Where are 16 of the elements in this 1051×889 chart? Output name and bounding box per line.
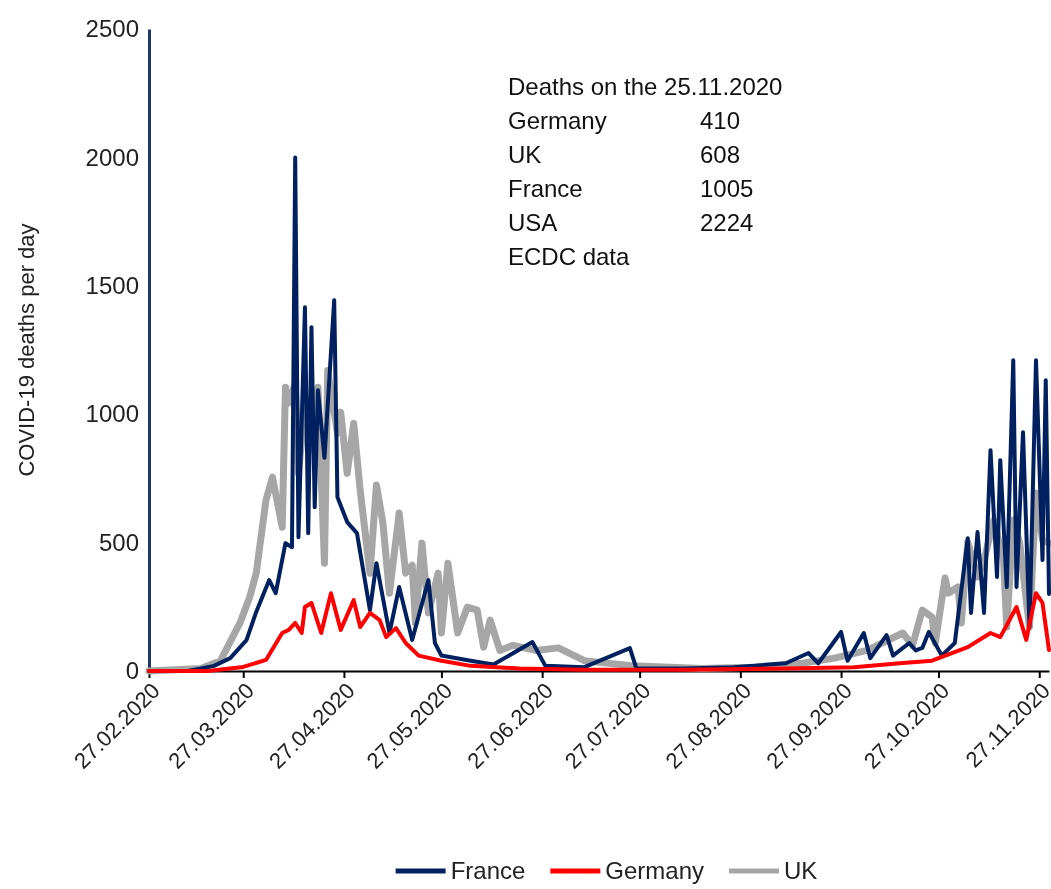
- legend-label: UK: [784, 857, 818, 884]
- text: USA 2224: [508, 209, 754, 236]
- annotation: ECDC data: [508, 243, 631, 270]
- y-tick-label: 0: [125, 657, 139, 685]
- legend-label: France: [450, 857, 526, 884]
- text: France 1005: [508, 175, 754, 202]
- y-tick-label: 500: [98, 528, 139, 556]
- y-axis-title: COVID-19 deaths per day: [14, 223, 39, 477]
- annotation: Deaths on the 25.11.2020: [508, 73, 783, 100]
- text: Germany 410: [508, 107, 741, 134]
- legend-label: Germany: [605, 857, 705, 884]
- y-tick-label: 2000: [85, 143, 139, 171]
- y-tick-label: 1000: [85, 400, 139, 428]
- y-tick-label: 1500: [85, 271, 139, 299]
- y-tick-label: 2500: [85, 15, 139, 43]
- text: UK 608: [508, 141, 741, 168]
